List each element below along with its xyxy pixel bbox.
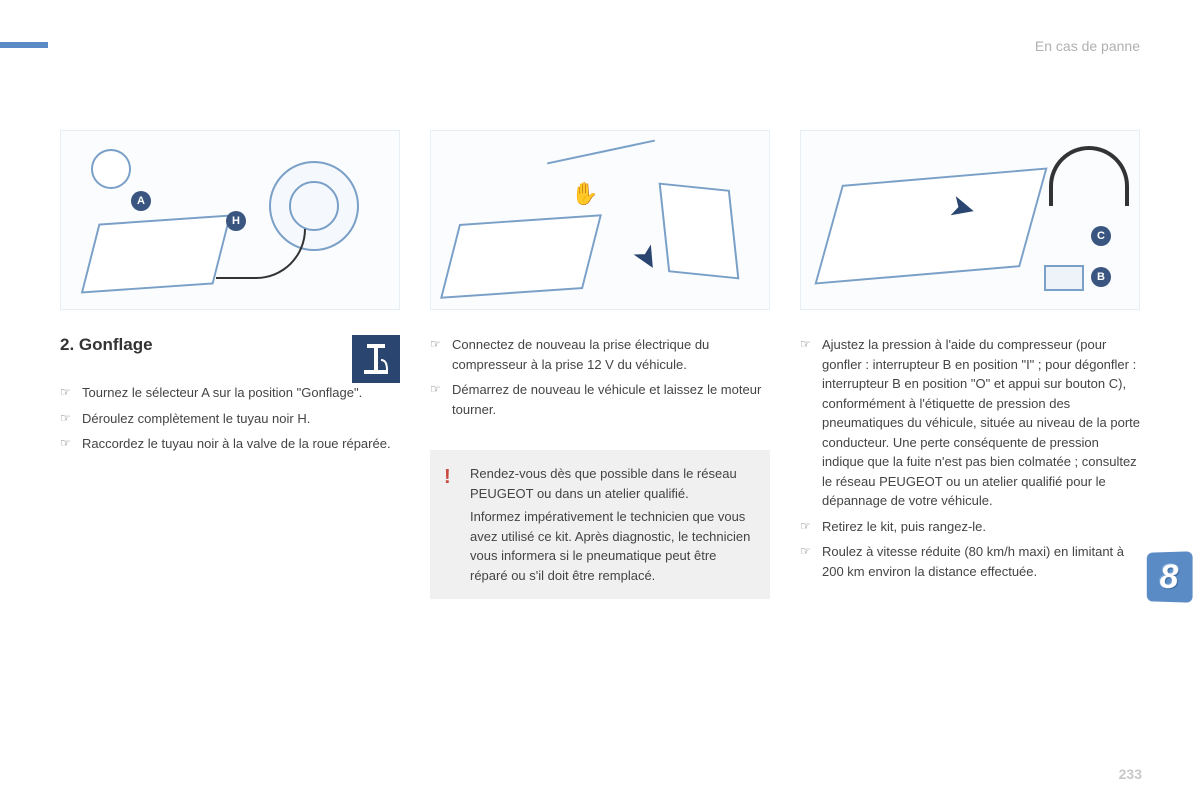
heading-gonflage: 2. Gonflage bbox=[60, 335, 342, 355]
warning-box: ! Rendez-vous dès que possible dans le r… bbox=[430, 450, 770, 599]
chapter-number: 8 bbox=[1160, 557, 1179, 596]
compressor-shape bbox=[440, 214, 602, 299]
hose-shape bbox=[1049, 146, 1129, 206]
callout-b: B bbox=[1091, 267, 1111, 287]
hand-icon: ✋ bbox=[571, 181, 598, 207]
header-accent-bar bbox=[0, 42, 48, 48]
bullet-item: Démarrez de nouveau le véhicule et laiss… bbox=[430, 380, 770, 419]
bullet-item: Connectez de nouveau la prise électrique… bbox=[430, 335, 770, 374]
bullet-item: Ajustez la pression à l'aide du compress… bbox=[800, 335, 1140, 511]
switch-shape bbox=[1044, 265, 1084, 291]
compressor-shape bbox=[81, 215, 231, 294]
bullet-item: Raccordez le tuyau noir à la valve de la… bbox=[60, 434, 400, 454]
illustration-3: ➤ B C bbox=[800, 130, 1140, 310]
bullet-item: Tournez le sélecteur A sur la position "… bbox=[60, 383, 400, 403]
section-title: En cas de panne bbox=[1035, 38, 1140, 54]
page-content: A H 2. Gonflage Tournez le sélecteur A s… bbox=[60, 130, 1140, 599]
warning-text: Informez impérativement le technicien qu… bbox=[470, 507, 754, 585]
pump-icon bbox=[352, 335, 400, 383]
pump-icon-svg bbox=[361, 342, 391, 376]
bullet-item: Déroulez complètement le tuyau noir H. bbox=[60, 409, 400, 429]
callout-c: C bbox=[1091, 226, 1111, 246]
column-2: ➤ ✋ Connectez de nouveau la prise électr… bbox=[430, 130, 770, 599]
bullet-item: Retirez le kit, puis rangez-le. bbox=[800, 517, 1140, 537]
selector-dial bbox=[91, 149, 131, 189]
bullets-col3: Ajustez la pression à l'aide du compress… bbox=[800, 335, 1140, 587]
illustration-1: A H bbox=[60, 130, 400, 310]
wheel-inner bbox=[289, 181, 339, 231]
column-1: A H 2. Gonflage Tournez le sélecteur A s… bbox=[60, 130, 400, 599]
illustration-2: ➤ ✋ bbox=[430, 130, 770, 310]
callout-a: A bbox=[131, 191, 151, 211]
page-number: 233 bbox=[1119, 766, 1142, 782]
key-shape bbox=[659, 183, 740, 280]
column-3: ➤ B C Ajustez la pression à l'aide du co… bbox=[800, 130, 1140, 599]
compressor-shape bbox=[814, 167, 1047, 284]
cable-shape bbox=[547, 140, 655, 165]
hose-shape bbox=[216, 229, 306, 279]
bullet-item: Roulez à vitesse réduite (80 km/h maxi) … bbox=[800, 542, 1140, 581]
arrow-icon: ➤ bbox=[627, 239, 667, 276]
chapter-tab: 8 bbox=[1147, 551, 1193, 603]
bullets-col1: Tournez le sélecteur A sur la position "… bbox=[60, 383, 400, 460]
warning-icon: ! bbox=[444, 462, 451, 492]
bullets-col2: Connectez de nouveau la prise électrique… bbox=[430, 335, 770, 425]
warning-text: Rendez-vous dès que possible dans le rés… bbox=[470, 464, 754, 503]
callout-h: H bbox=[226, 211, 246, 231]
